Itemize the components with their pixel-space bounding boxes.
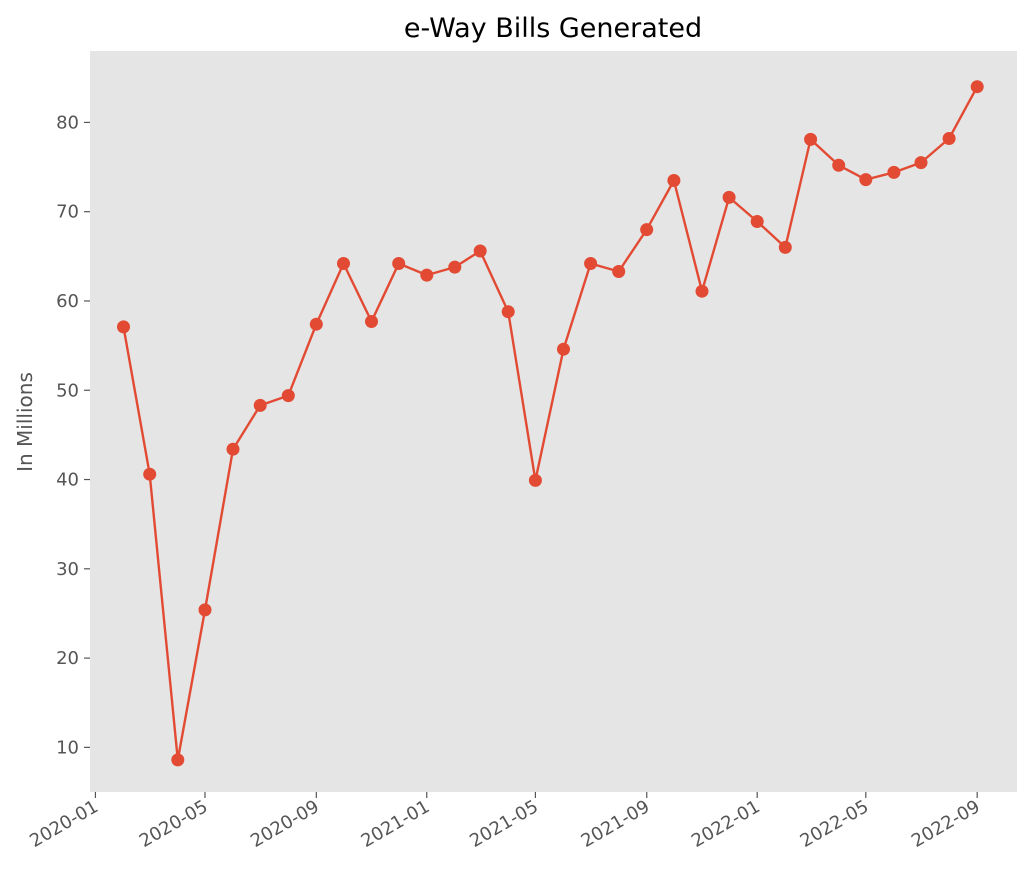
- plot-area: [90, 51, 1017, 792]
- y-axis-label: In Millions: [13, 372, 37, 472]
- data-point: [667, 174, 681, 187]
- x-tick-label: 2021-05: [466, 796, 542, 852]
- x-tick-label: 2020-01: [26, 796, 102, 852]
- x-tick-label: 2021-01: [358, 796, 434, 852]
- y-tick-label: 80: [56, 112, 79, 133]
- data-point: [722, 190, 736, 204]
- data-point: [253, 398, 267, 412]
- data-point: [914, 156, 928, 170]
- data-point: [117, 320, 130, 334]
- data-point: [143, 467, 157, 481]
- data-point: [392, 257, 406, 270]
- data-point: [612, 265, 626, 278]
- data-point: [887, 165, 901, 179]
- y-axis: 10 20 30 40 50 60 70 80: [56, 112, 90, 758]
- x-tick-label: 2022-01: [688, 796, 764, 852]
- data-point: [448, 260, 462, 274]
- data-point: [557, 342, 570, 356]
- data-point: [226, 442, 240, 456]
- data-point: [528, 473, 542, 487]
- y-tick-label: 20: [56, 648, 79, 669]
- data-point: [942, 132, 956, 145]
- y-tick-label: 10: [56, 737, 79, 758]
- data-point: [778, 240, 792, 254]
- data-point: [859, 173, 873, 187]
- data-point: [970, 80, 984, 94]
- data-point: [337, 257, 350, 270]
- x-tick-label: 2022-09: [908, 796, 984, 852]
- chart-title: e-Way Bills Generated: [404, 13, 702, 44]
- data-point: [309, 317, 323, 331]
- data-point: [584, 257, 598, 270]
- data-point: [832, 158, 846, 172]
- data-point: [198, 603, 212, 617]
- data-point: [473, 244, 487, 258]
- data-point: [420, 268, 434, 282]
- x-tick-label: 2020-05: [136, 796, 212, 852]
- y-tick-label: 50: [56, 380, 79, 401]
- y-tick-label: 60: [56, 291, 79, 312]
- data-point: [640, 223, 654, 237]
- y-tick-label: 40: [56, 470, 79, 491]
- x-tick-label: 2020-09: [247, 796, 323, 852]
- data-points: [117, 80, 984, 767]
- data-point: [281, 389, 295, 403]
- data-point: [171, 753, 185, 767]
- x-tick-label: 2022-05: [797, 796, 873, 852]
- data-point: [501, 305, 515, 319]
- x-axis: 2020-01 2020-05 2020-09 2021-01 2021-05 2021-…: [26, 792, 984, 852]
- y-tick-label: 70: [56, 202, 79, 223]
- data-point: [804, 132, 818, 146]
- x-tick-label: 2021-09: [578, 796, 654, 852]
- data-point: [750, 215, 764, 228]
- data-point: [695, 284, 709, 298]
- data-point: [365, 315, 378, 328]
- y-tick-label: 30: [56, 559, 79, 580]
